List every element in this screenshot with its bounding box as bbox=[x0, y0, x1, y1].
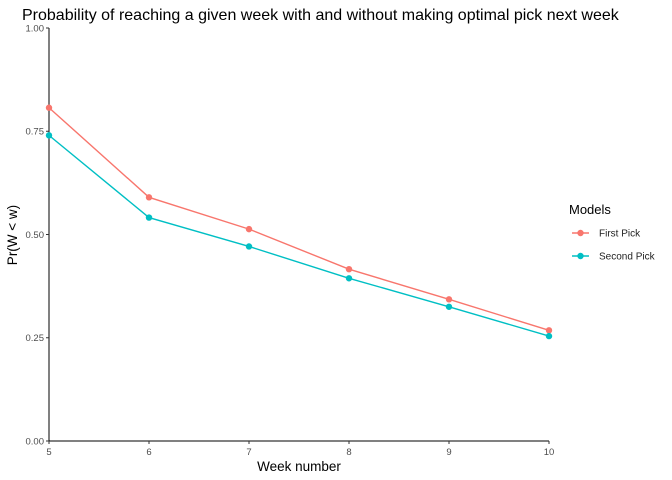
legend-title: Models bbox=[569, 202, 611, 217]
legend-label: Second Pick bbox=[599, 252, 656, 263]
data-point-0-1 bbox=[145, 194, 153, 201]
data-point-0-2 bbox=[245, 225, 253, 233]
data-point-0-0 bbox=[45, 104, 53, 111]
legend-label: First Pick bbox=[599, 229, 641, 240]
data-point-1-2 bbox=[245, 243, 253, 250]
legend-item-0: First Pick bbox=[572, 229, 641, 240]
x-tick-label: 7 bbox=[246, 447, 251, 458]
data-point-0-4 bbox=[445, 296, 453, 303]
legend-key-point bbox=[577, 252, 584, 260]
y-axis-title: Pr(W < w) bbox=[5, 205, 20, 265]
data-point-1-5 bbox=[545, 332, 553, 340]
data-point-0-3 bbox=[345, 265, 353, 273]
data-point-1-1 bbox=[145, 214, 153, 221]
legend-item-1: Second Pick bbox=[572, 252, 656, 263]
plot-area: 0.00 0.25 0.50 0.75 1.00 5 6 7 8 9 10 bbox=[26, 23, 555, 458]
legend-key-point bbox=[577, 229, 584, 237]
y-tick-label: 0.50 bbox=[26, 230, 45, 241]
data-point-1-3 bbox=[345, 275, 353, 282]
y-tick-label: 0.75 bbox=[26, 127, 45, 138]
chart-title: Probability of reaching a given week wit… bbox=[22, 7, 620, 24]
y-tick-label: 0.25 bbox=[26, 333, 45, 344]
x-axis-title: Week number bbox=[257, 459, 341, 474]
data-point-1-4 bbox=[445, 303, 453, 310]
x-tick-label: 5 bbox=[46, 447, 51, 458]
x-tick-label: 8 bbox=[346, 447, 351, 458]
series-line-0 bbox=[48, 107, 550, 331]
x-tick-label: 6 bbox=[146, 447, 151, 458]
data-point-0-5 bbox=[545, 327, 553, 334]
x-tick-label: 9 bbox=[446, 447, 451, 458]
y-tick-label: 1.00 bbox=[26, 23, 45, 34]
x-tick-label: 10 bbox=[544, 447, 555, 458]
series-line-1 bbox=[48, 134, 550, 337]
y-tick-label: 0.00 bbox=[26, 436, 45, 447]
legend: Models First Pick Second Pick bbox=[569, 202, 656, 263]
data-point-1-0 bbox=[45, 132, 53, 139]
